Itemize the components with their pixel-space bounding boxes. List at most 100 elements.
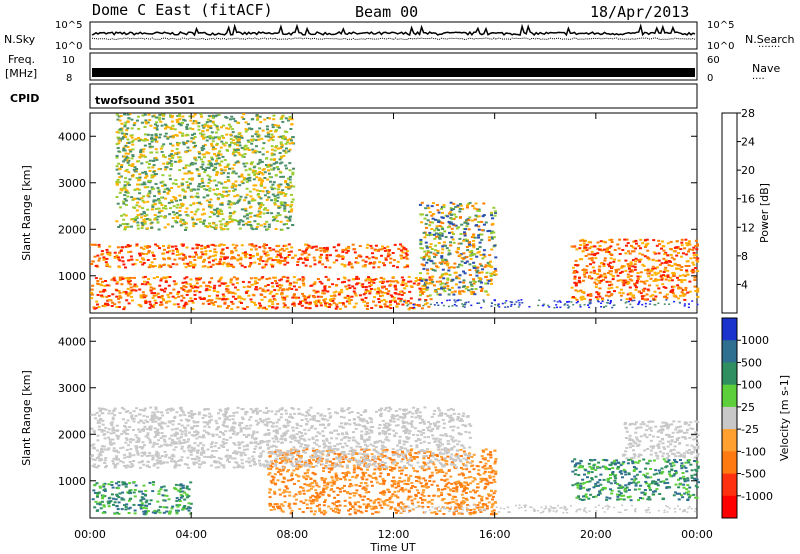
echo-cell xyxy=(683,288,687,291)
echo-cell xyxy=(210,156,214,159)
echo-cell xyxy=(407,478,411,481)
echo-cell xyxy=(365,246,369,249)
echo-cell xyxy=(489,232,493,235)
echo-cell xyxy=(364,279,368,282)
echo-cell xyxy=(244,128,248,131)
echo-cell xyxy=(219,251,223,254)
echo-cell xyxy=(439,221,443,224)
echo-cell xyxy=(218,279,222,282)
echo-cell xyxy=(392,280,396,283)
echo-cell xyxy=(195,122,199,125)
echo-cell xyxy=(119,296,123,299)
echo-cell xyxy=(478,233,482,236)
echo-cell xyxy=(117,496,121,499)
echo-cell xyxy=(175,199,178,202)
echo-cell xyxy=(278,284,282,287)
echo-cell xyxy=(579,304,582,306)
echo-cell xyxy=(414,277,418,279)
echo-cell xyxy=(236,121,240,124)
echo-cell xyxy=(572,266,575,269)
echo-cell xyxy=(170,187,174,189)
echo-cell xyxy=(154,156,158,159)
echo-cell xyxy=(276,193,280,196)
echo-cell xyxy=(461,462,465,465)
echo-cell xyxy=(444,282,448,285)
echo-cell xyxy=(409,280,413,283)
echo-cell xyxy=(437,470,441,473)
echo-cell xyxy=(269,464,272,467)
echo-cell xyxy=(694,267,698,269)
echo-cell xyxy=(219,255,223,258)
echo-cell xyxy=(124,291,128,294)
echo-cell xyxy=(323,300,327,303)
echo-cell xyxy=(130,225,133,228)
echo-cell xyxy=(239,195,243,198)
echo-cell xyxy=(158,264,162,267)
echo-cell xyxy=(275,292,279,295)
echo-cell xyxy=(107,497,111,500)
echo-cell xyxy=(181,141,185,144)
echo-cell xyxy=(185,507,189,510)
echo-cell xyxy=(290,123,294,126)
echo-cell xyxy=(271,306,275,309)
echo-cell xyxy=(236,259,240,262)
echo-cell xyxy=(326,481,330,484)
echo-cell xyxy=(446,215,450,218)
echo-cell xyxy=(225,186,229,189)
echo-cell xyxy=(209,301,213,304)
echo-cell xyxy=(462,450,466,453)
echo-cell xyxy=(445,247,449,250)
echo-cell xyxy=(218,297,222,300)
echo-cell xyxy=(254,280,257,283)
echo-cell xyxy=(286,219,290,222)
echo-cell xyxy=(376,457,380,460)
echo-cell xyxy=(154,207,158,210)
echo-cell xyxy=(269,129,273,132)
echo-cell xyxy=(440,273,444,276)
echo-cell xyxy=(206,300,210,303)
echo-cell xyxy=(378,468,382,471)
echo-cell xyxy=(436,484,440,487)
echo-cell xyxy=(219,153,223,156)
echo-cell xyxy=(357,465,360,468)
echo-cell xyxy=(163,489,167,492)
echo-cell xyxy=(290,203,294,206)
echo-cell xyxy=(274,174,278,177)
echo-cell xyxy=(442,304,445,307)
echo-cell xyxy=(484,482,488,485)
echo-cell xyxy=(197,121,201,124)
echo-cell xyxy=(221,248,225,251)
echo-cell xyxy=(214,184,218,187)
echo-cell xyxy=(185,181,189,184)
echo-cell xyxy=(343,265,347,268)
echo-cell xyxy=(302,284,306,287)
echo-cell xyxy=(144,119,148,122)
echo-cell xyxy=(356,282,359,285)
echo-cell xyxy=(249,256,253,258)
echo-cell xyxy=(679,269,683,271)
echo-cell xyxy=(225,127,229,130)
echo-cell xyxy=(491,498,494,501)
echo-cell xyxy=(297,258,301,261)
echo-cell xyxy=(485,505,489,508)
echo-cell xyxy=(473,236,477,239)
echo-cell xyxy=(327,471,331,474)
echo-cell xyxy=(324,304,328,307)
echo-cell xyxy=(251,139,254,142)
echo-cell xyxy=(275,166,279,169)
echo-cell xyxy=(148,502,152,505)
echo-cell xyxy=(464,219,468,222)
echo-cell xyxy=(493,462,497,465)
echo-cell xyxy=(245,187,249,190)
echo-cell xyxy=(273,149,277,152)
echo-cell xyxy=(183,498,187,501)
echo-cell xyxy=(131,139,135,142)
echo-cell xyxy=(472,291,476,294)
echo-cell xyxy=(642,265,646,267)
echo-cell xyxy=(173,128,177,131)
echo-cell xyxy=(140,216,143,219)
echo-cell xyxy=(182,118,186,121)
echo-cell xyxy=(400,257,403,260)
echo-cell xyxy=(184,281,188,284)
echo-cell xyxy=(649,300,652,302)
